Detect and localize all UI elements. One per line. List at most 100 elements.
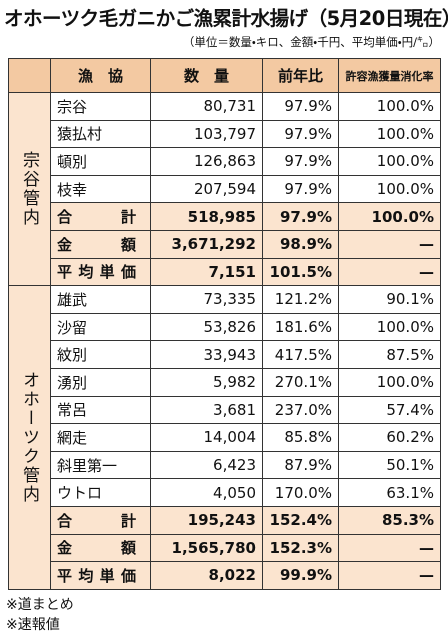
cell-value: 33,943 [150,340,263,369]
total-row: 金 額 3,671,292 98.9% — [9,229,441,259]
row-label: 網走 [50,423,151,452]
cell-value: 97.9% [262,92,339,121]
cell-value: 100.0% [338,92,441,121]
column-header: 前年比 [262,58,339,93]
total-row: 金 額 1,565,780 152.3% — [9,533,441,563]
region-name: 宗谷管内 [8,91,51,287]
cell-value: 97.9% [262,119,339,149]
subtitle: （単位＝数量・キロ、金額・千円、平均単価・円/㌔） [182,35,440,49]
row-label: 紋別 [50,340,151,369]
cell-value: 417.5% [262,340,339,369]
cell-value: 101.5% [262,257,339,287]
row-label: 猿払村 [50,119,151,149]
note: ※速報値 [6,617,60,633]
cell-value: 50.1% [338,450,441,480]
data-row: 常呂 3,681 237.0% 57.4% [9,395,441,425]
cell-value: 170.0% [262,478,339,507]
row-label: 金 額 [50,533,151,563]
data-row: 沙留 53,826 181.6% 100.0% [9,312,441,342]
data-row: 枝幸 207,594 97.9% 100.0% [9,174,441,204]
title: オホーツク毛ガニかご漁累計水揚げ（5月20日現在） [4,7,448,30]
cell-value: 3,671,292 [150,229,263,259]
cell-value: 6,423 [150,450,263,480]
cell-value: 7,151 [150,257,263,287]
total-row: 合 計 518,985 97.9% 100.0% [9,202,441,231]
cell-value: 85.8% [262,423,339,452]
cell-value: 4,050 [150,478,263,507]
data-row: 斜里第一 6,423 87.9% 50.1% [9,450,441,480]
cell-value: 195,243 [150,505,263,535]
cell-value: — [338,533,441,563]
cell-value: 73,335 [150,285,263,314]
row-label: 湧別 [50,367,151,397]
cell-value: 53,826 [150,312,263,342]
cell-value: 57.4% [338,395,441,425]
cell-value: 3,681 [150,395,263,425]
table-body: 宗谷管内 宗谷 80,731 97.9% 100.0% 猿払村 103,797 97.9% 10… [8,91,441,590]
cell-value: 103,797 [150,119,263,149]
column-header: 許容漁獲量消化率 [338,58,441,93]
cell-value: 97.9% [262,174,339,204]
header-row: 漁 協数 量前年比 許容漁獲量消化率 [8,58,441,93]
cell-value: 87.9% [262,450,339,480]
cell-value: 181.6% [262,312,339,342]
data-row: 猿払村 103,797 97.9% 100.0% [9,119,441,149]
data-row: 紋別 33,943 417.5% 87.5% [9,340,441,369]
cell-value: — [338,257,441,287]
row-label: 斜里第一 [50,450,151,480]
row-label: 合 計 [50,505,151,535]
cell-value: 100.0% [338,119,441,149]
cell-value: 80,731 [150,92,263,121]
data-row: 頓別 126,863 97.9% 100.0% [9,147,441,176]
row-label: 平均単価 [50,257,151,287]
data-row: 網走 14,004 85.8% 60.2% [9,423,441,452]
cell-value: 87.5% [338,340,441,369]
region-name: オホーツク管内 [8,285,51,590]
cell-value: 237.0% [262,395,339,425]
cell-value: 100.0% [338,202,441,231]
row-label: 常呂 [50,395,151,425]
data-row: オホーツク管内 雄武 73,335 121.2% 90.1% [8,285,441,590]
cell-value: 98.9% [262,229,339,259]
cell-value: 518,985 [150,202,263,231]
cell-value: 100.0% [338,147,441,176]
cell-value: 1,565,780 [150,533,263,563]
cell-value: 121.2% [262,285,339,314]
total-row: 平均単価 8,022 99.9% — [9,561,441,590]
data-row: 宗谷管内 宗谷 80,731 97.9% 100.0% [8,91,441,287]
total-row: 合 計 195,243 152.4% 85.3% [9,505,441,535]
cell-value: 100.0% [338,367,441,397]
data-row: 湧別 5,982 270.1% 100.0% [9,367,441,397]
cell-value: 85.3% [338,505,441,535]
column-header: 数 量 [150,58,263,93]
cell-value: 14,004 [150,423,263,452]
cell-value: 8,022 [150,561,263,590]
row-label: 枝幸 [50,174,151,204]
row-label: 宗谷 [50,92,151,121]
row-label: 平均単価 [50,561,151,590]
cell-value: 99.9% [262,561,339,590]
row-label: 金 額 [50,229,151,259]
row-label: 合 計 [50,202,151,231]
row-label: 頓別 [50,147,151,176]
note: ※道まとめ [6,597,74,613]
cell-value: 5,982 [150,367,263,397]
cell-value: 126,863 [150,147,263,176]
cell-value: 97.9% [262,147,339,176]
row-label: ウトロ [50,478,151,507]
cell-value: 90.1% [338,285,441,314]
catch-table: 漁 協数 量前年比 許容漁獲量消化率 宗谷管内 宗谷 80,731 97.9% 100.0… [8,58,441,590]
cell-value: 60.2% [338,423,441,452]
cell-value: 270.1% [262,367,339,397]
row-label: 沙留 [50,312,151,342]
column-header: 漁 協 [50,58,151,93]
corner-cell [8,58,51,93]
cell-value: 100.0% [338,312,441,342]
row-label: 雄武 [50,285,151,314]
cell-value: 152.3% [262,533,339,563]
cell-value: 207,594 [150,174,263,204]
cell-value: 100.0% [338,174,441,204]
cell-value: 63.1% [338,478,441,507]
cell-value: — [338,229,441,259]
